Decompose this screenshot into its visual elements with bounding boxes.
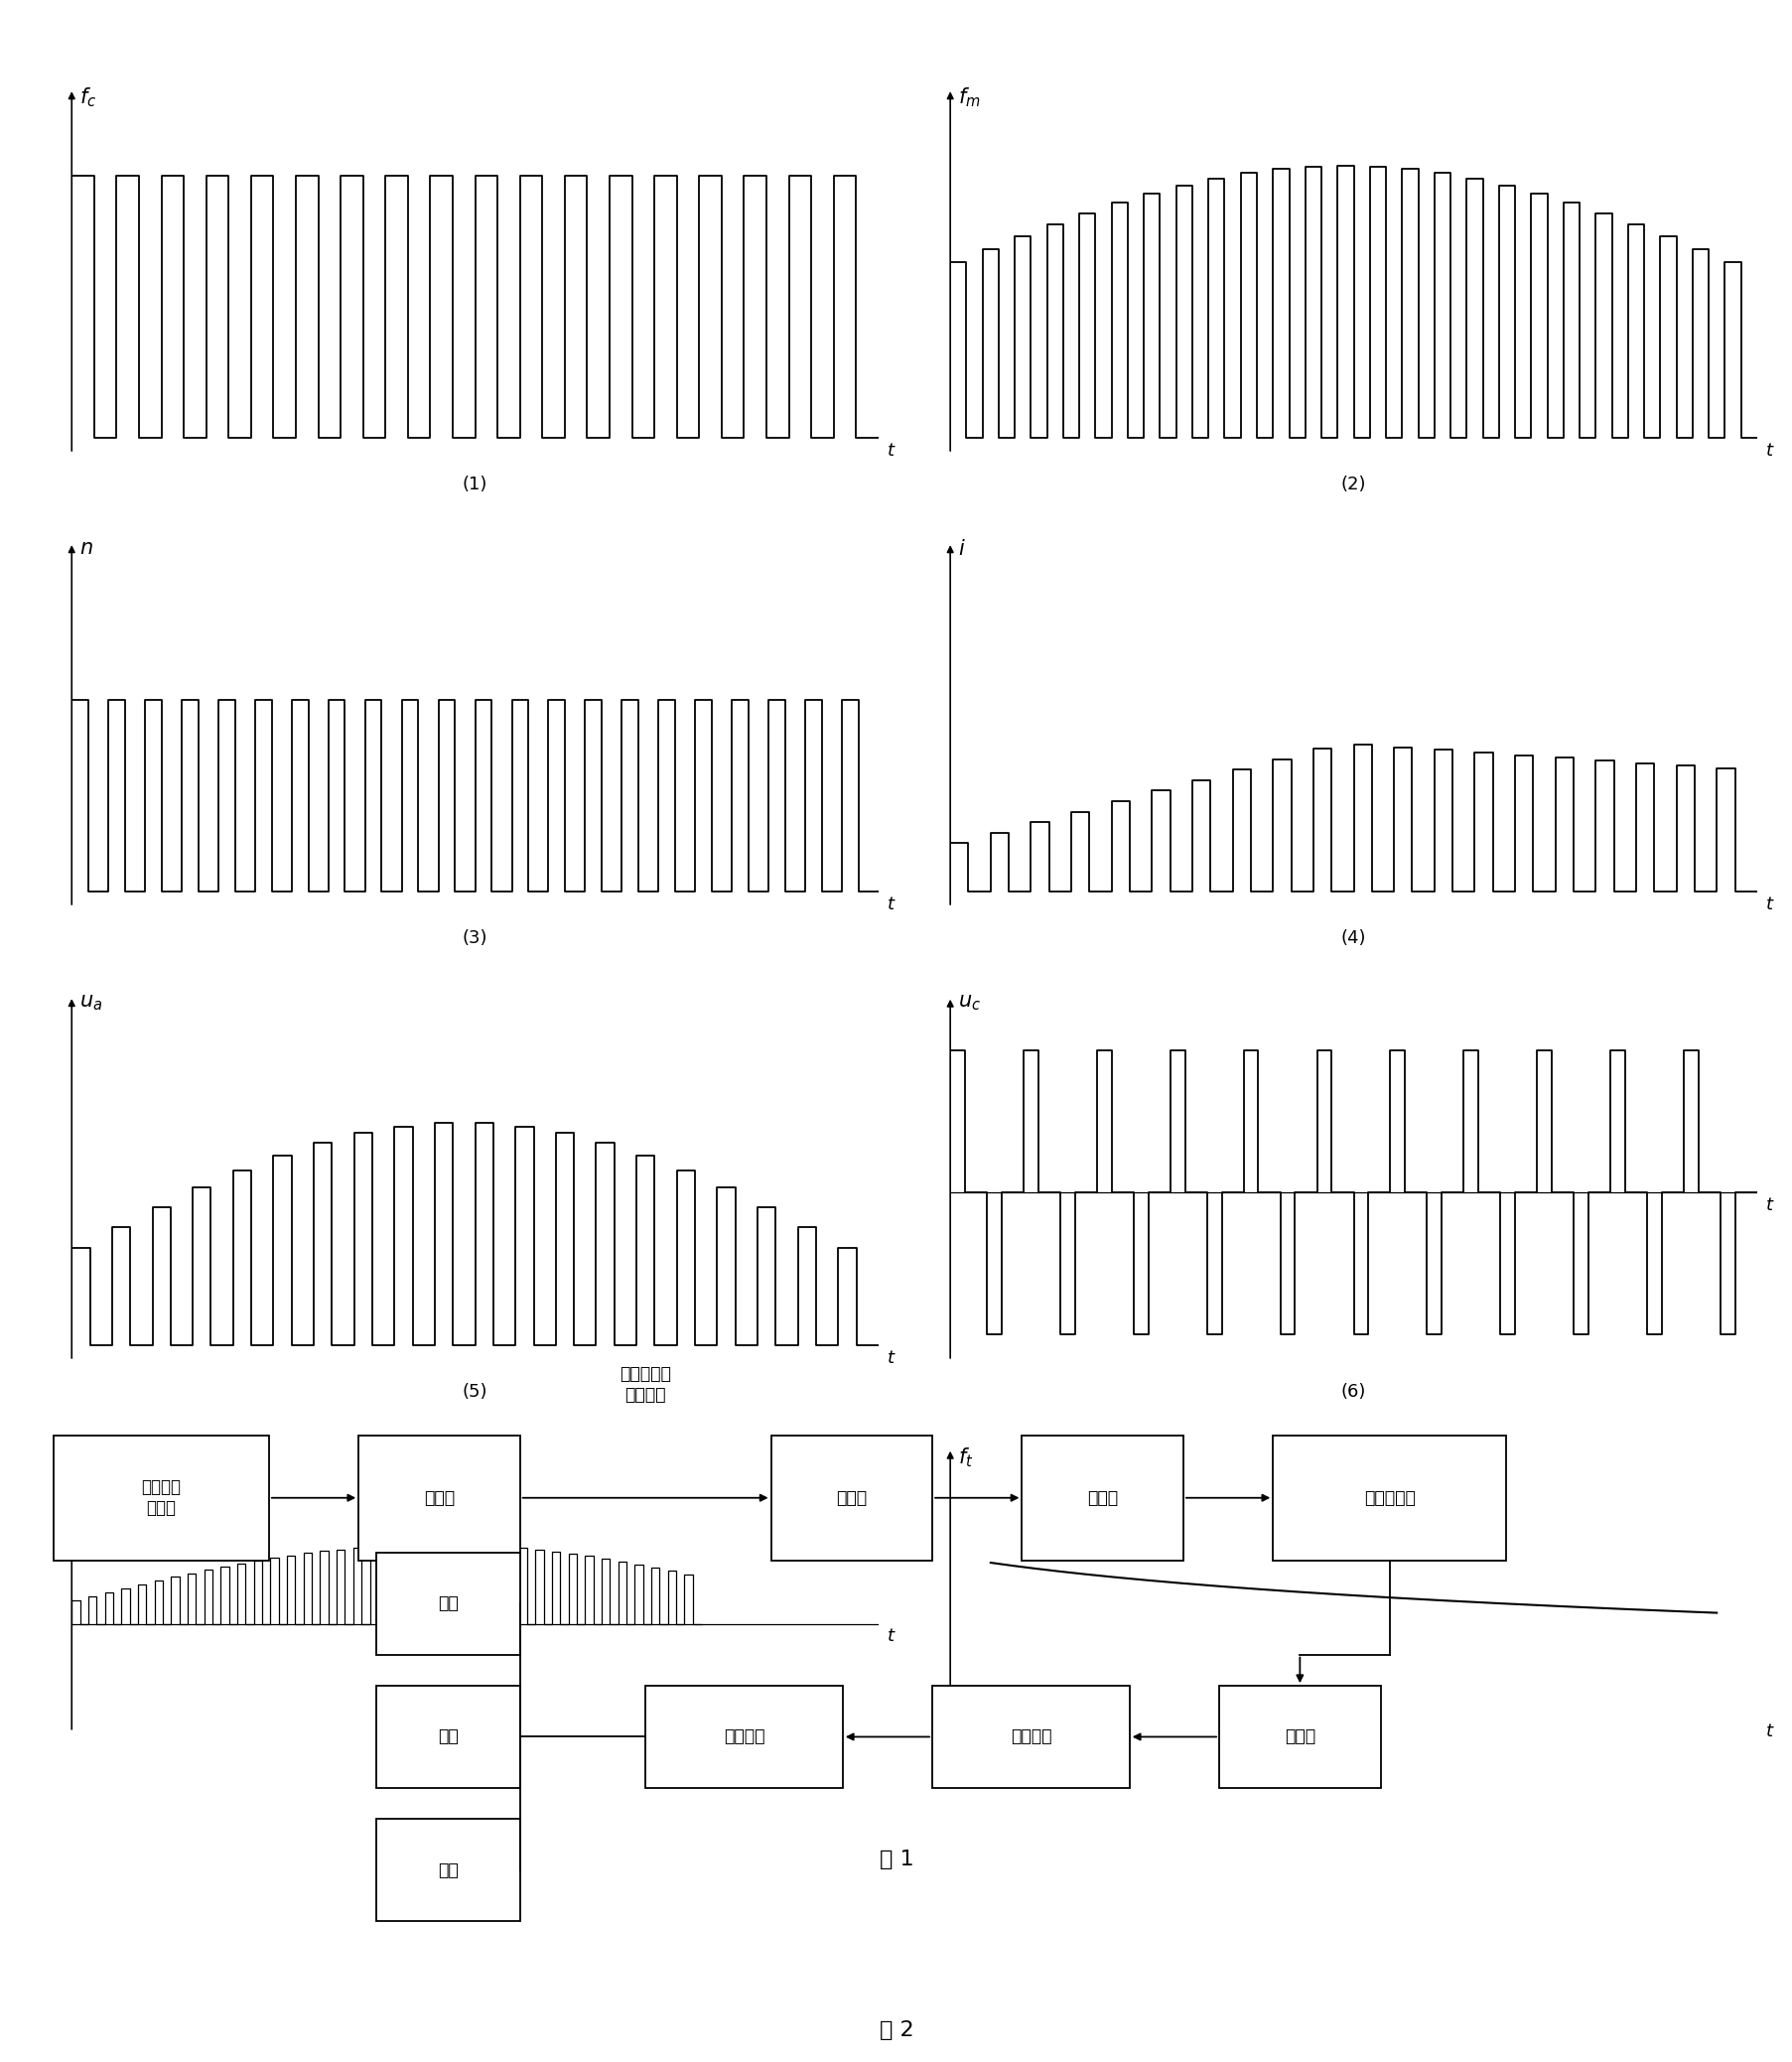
Text: $u_{d}$: $u_{d}$ — [81, 1448, 104, 1466]
FancyBboxPatch shape — [54, 1435, 269, 1561]
Text: $t$: $t$ — [885, 895, 896, 913]
Text: $t$: $t$ — [885, 1349, 896, 1367]
Text: $i$: $i$ — [957, 538, 966, 559]
Text: 数据采集: 数据采集 — [724, 1728, 763, 1747]
Text: (5): (5) — [462, 1384, 487, 1400]
Text: 湍流大气的
调制作用: 湍流大气的 调制作用 — [620, 1365, 670, 1404]
Text: $t$: $t$ — [885, 1627, 896, 1645]
Text: 处理: 处理 — [437, 1728, 459, 1747]
Text: 放大器: 放大器 — [1283, 1728, 1315, 1747]
Text: $f_{t}$: $f_{t}$ — [957, 1445, 973, 1470]
FancyBboxPatch shape — [1219, 1687, 1380, 1788]
FancyBboxPatch shape — [1021, 1435, 1183, 1561]
FancyBboxPatch shape — [376, 1687, 520, 1788]
Text: 滤光片: 滤光片 — [1086, 1489, 1118, 1507]
Text: $t$: $t$ — [1763, 1724, 1774, 1740]
Text: 显示: 显示 — [437, 1594, 459, 1612]
Text: (4): (4) — [1340, 930, 1366, 946]
Text: (2): (2) — [1340, 476, 1366, 493]
FancyBboxPatch shape — [358, 1435, 520, 1561]
Text: (3): (3) — [462, 930, 487, 946]
Text: $f_{m}$: $f_{m}$ — [957, 87, 980, 109]
Text: (1): (1) — [462, 476, 487, 493]
Text: $f_{c}$: $f_{c}$ — [81, 87, 97, 109]
FancyBboxPatch shape — [376, 1819, 520, 1922]
FancyBboxPatch shape — [771, 1435, 932, 1561]
Text: 图 1: 图 1 — [878, 1850, 914, 1870]
FancyBboxPatch shape — [376, 1553, 520, 1654]
Text: 光电倍增管: 光电倍增管 — [1364, 1489, 1414, 1507]
Text: $u_{c}$: $u_{c}$ — [957, 994, 980, 1012]
Text: 望远镜: 望远镜 — [835, 1489, 867, 1507]
Text: (8): (8) — [1340, 1749, 1366, 1767]
Text: 激光器: 激光器 — [423, 1489, 455, 1507]
FancyBboxPatch shape — [645, 1687, 842, 1788]
FancyBboxPatch shape — [1272, 1435, 1505, 1561]
Text: $t$: $t$ — [1763, 1196, 1774, 1215]
Text: $t$: $t$ — [1763, 895, 1774, 913]
Text: $u_{a}$: $u_{a}$ — [81, 992, 102, 1012]
FancyBboxPatch shape — [932, 1687, 1129, 1788]
Text: 图 2: 图 2 — [878, 2021, 914, 2041]
Text: $t$: $t$ — [1763, 441, 1774, 460]
Text: (6): (6) — [1340, 1384, 1366, 1400]
Text: $t$: $t$ — [885, 441, 896, 460]
Text: 信号解调: 信号解调 — [1011, 1728, 1050, 1747]
Text: 存储: 存储 — [437, 1862, 459, 1878]
Text: 方波信号
发生器: 方波信号 发生器 — [142, 1478, 181, 1518]
Text: (7): (7) — [462, 1749, 487, 1767]
Text: $n$: $n$ — [81, 538, 93, 559]
